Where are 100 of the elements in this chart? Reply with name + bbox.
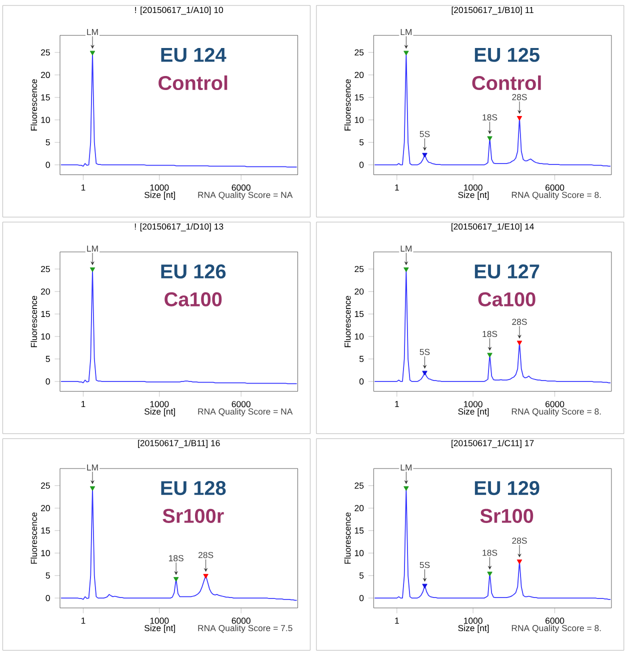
chart-title: ! [20150617_1/A10] 10	[135, 6, 224, 15]
point	[517, 116, 522, 121]
y-tick-label: 15	[355, 94, 364, 100]
y-axis-title: Fluorescence	[344, 296, 351, 348]
y-tick-label: 0	[46, 594, 50, 602]
x-tick-label: 1	[82, 618, 86, 624]
y-tick-label: 20	[354, 72, 364, 78]
y-tick-label: 15	[355, 528, 364, 534]
x-tick-label: 6000	[546, 184, 564, 191]
point	[422, 152, 428, 158]
point	[487, 572, 493, 576]
text: RNA Quality Score = 8.	[512, 624, 601, 633]
annotation: EU 129	[475, 481, 540, 496]
x-tick-label: 6000	[546, 401, 564, 408]
x-tick-label: 1000	[464, 184, 483, 191]
annotation: 18S	[169, 555, 184, 562]
text: RNA Quality Score = 8.	[512, 408, 601, 416]
x-tick-label: 1	[82, 401, 86, 408]
chart-title: [20150617_1/E10] 14	[452, 223, 534, 232]
annotation: Control	[472, 75, 541, 90]
annotation: LM	[87, 246, 98, 252]
y-tick-label: 20	[354, 288, 364, 295]
x-axis-title: Size [nt]	[144, 192, 176, 200]
text: RNA Quality Score = 8.	[512, 192, 601, 200]
point	[487, 352, 493, 358]
point	[404, 486, 409, 491]
point	[203, 574, 209, 579]
annotation: LM	[401, 246, 412, 252]
y-tick-label: 10	[355, 333, 364, 340]
text: RNA Quality Score = NA	[198, 408, 293, 416]
y-axis-title: Fluorescence	[30, 79, 38, 130]
y-tick-label: 20	[354, 505, 364, 512]
x-axis-title: Size [nt]	[144, 624, 176, 633]
y-tick-label: 0	[360, 162, 364, 168]
chart-title: [20150617_1/C11] 17	[452, 440, 534, 448]
annotation: 28S	[198, 552, 214, 558]
point	[422, 370, 428, 376]
annotation: EU 127	[475, 264, 540, 279]
x-tick-label: 1000	[464, 401, 483, 408]
x-tick-label: 1000	[150, 184, 169, 191]
y-tick-label: 0	[360, 378, 364, 385]
chart-title: [20150617_1/B11] 16	[138, 440, 220, 448]
y-tick-label: 5	[46, 572, 50, 579]
point	[90, 486, 96, 491]
y-tick-label: 0	[46, 162, 50, 168]
y-tick-label: 10	[355, 116, 364, 123]
y-axis-title: Fluorescence	[30, 296, 38, 348]
point	[404, 267, 409, 272]
annotation: Ca100	[164, 292, 222, 306]
y-tick-label: 5	[46, 356, 50, 362]
x-tick-label: 1	[395, 618, 400, 624]
annotation: LM	[87, 29, 98, 36]
y-tick-label: 5	[360, 572, 364, 579]
annotation: 5S	[420, 348, 430, 356]
point	[517, 340, 522, 346]
annotation: 28S	[512, 94, 528, 100]
y-tick-label: 20	[41, 72, 50, 78]
annotation: 28S	[512, 318, 528, 325]
x-axis-title: Size [nt]	[458, 192, 489, 200]
y-tick-label: 15	[355, 310, 364, 318]
annotation: 18S	[482, 550, 498, 556]
y-tick-label: 15	[41, 310, 50, 318]
y-tick-label: 20	[41, 505, 50, 512]
annotation: 5S	[420, 130, 430, 138]
text: RNA Quality Score = NA	[198, 192, 293, 200]
x-tick-label: 6000	[232, 401, 251, 408]
annotation: LM	[87, 464, 98, 470]
annotation: Ca100	[478, 292, 536, 306]
annotation: EU 124	[161, 48, 226, 62]
x-axis-title: Size [nt]	[144, 408, 176, 416]
y-axis-title: Fluorescence	[30, 512, 38, 564]
y-tick-label: 15	[41, 94, 50, 100]
y-tick-label: 25	[41, 482, 50, 489]
x-tick-label: 6000	[232, 184, 251, 191]
y-axis-title: Fluorescence	[344, 512, 351, 564]
x-tick-label: 1	[395, 184, 400, 190]
annotation: 28S	[512, 538, 528, 544]
y-tick-label: 10	[41, 333, 50, 340]
x-tick-label: 1000	[464, 618, 483, 624]
point	[487, 136, 493, 141]
y-tick-label: 10	[355, 550, 364, 556]
annotation: 18S	[482, 114, 498, 120]
annotation: EU 126	[161, 264, 226, 279]
y-tick-label: 0	[360, 594, 364, 602]
y-tick-label: 5	[360, 356, 364, 362]
annotation: Sr100r	[162, 508, 224, 523]
point	[404, 50, 409, 56]
chart-title: ! [20150617_1/D10] 13	[135, 223, 224, 232]
annotation: Sr100	[480, 508, 534, 523]
x-axis-title: Size [nt]	[458, 624, 489, 633]
annotation: LM	[401, 29, 412, 36]
y-tick-label: 20	[41, 288, 50, 295]
x-tick-label: 6000	[232, 618, 251, 624]
x-tick-label: 1000	[150, 401, 169, 408]
annotation: 18S	[482, 330, 498, 338]
y-tick-label: 0	[46, 378, 50, 385]
y-tick-label: 25	[41, 266, 50, 272]
y-tick-label: 15	[41, 528, 50, 534]
x-axis-title: Size [nt]	[458, 408, 489, 416]
chart-title: [20150617_1/B10] 11	[452, 6, 534, 15]
